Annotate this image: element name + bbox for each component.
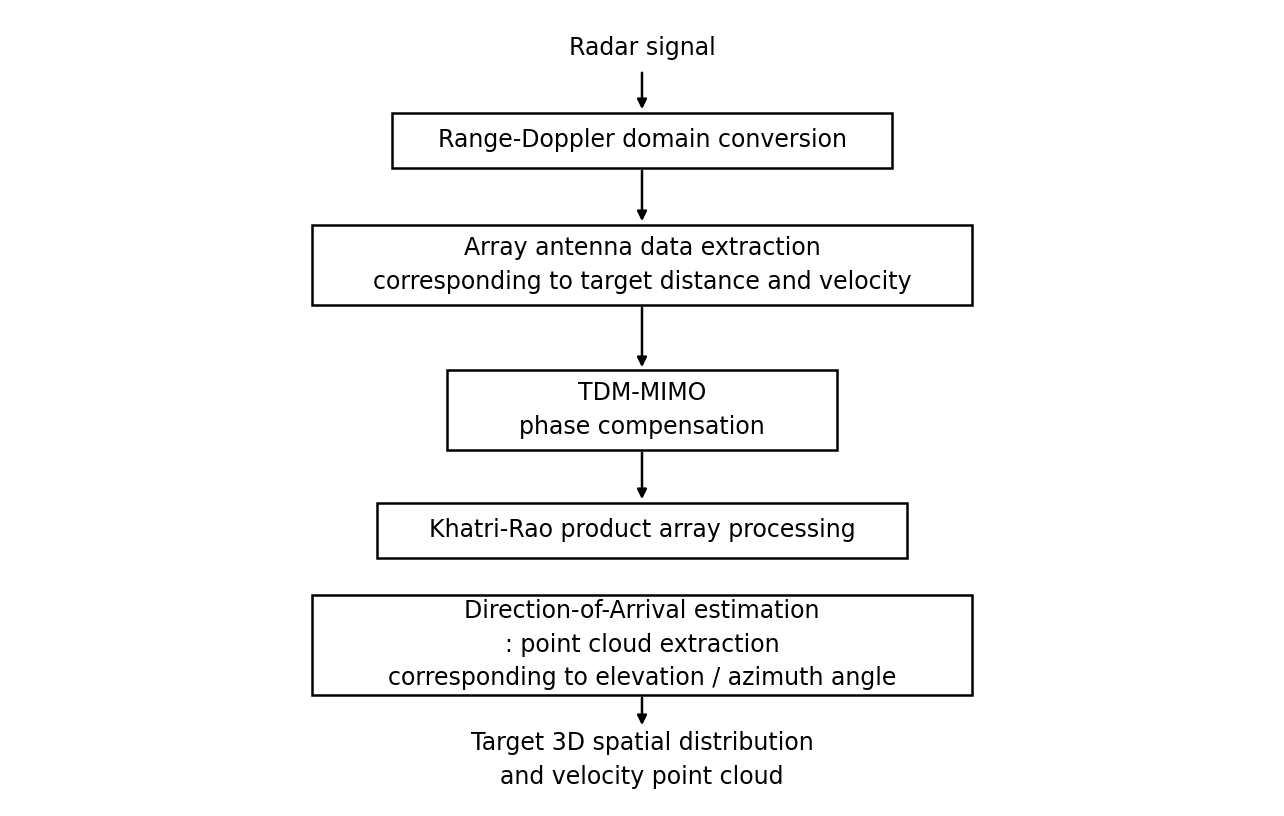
Bar <box>392 113 892 167</box>
Text: Range-Doppler domain conversion: Range-Doppler domain conversion <box>438 128 846 152</box>
Text: Radar signal: Radar signal <box>569 36 715 60</box>
Text: Target 3D spatial distribution
and velocity point cloud: Target 3D spatial distribution and veloc… <box>471 731 813 789</box>
Text: Direction-of-Arrival estimation
: point cloud extraction
corresponding to elevat: Direction-of-Arrival estimation : point … <box>388 600 896 690</box>
Text: Khatri-Rao product array processing: Khatri-Rao product array processing <box>429 518 855 542</box>
Bar <box>312 595 972 695</box>
Bar <box>447 370 837 450</box>
Bar <box>312 225 972 305</box>
Text: Array antenna data extraction
corresponding to target distance and velocity: Array antenna data extraction correspond… <box>372 237 912 294</box>
Bar <box>377 503 907 557</box>
Text: TDM-MIMO
phase compensation: TDM-MIMO phase compensation <box>519 381 765 439</box>
